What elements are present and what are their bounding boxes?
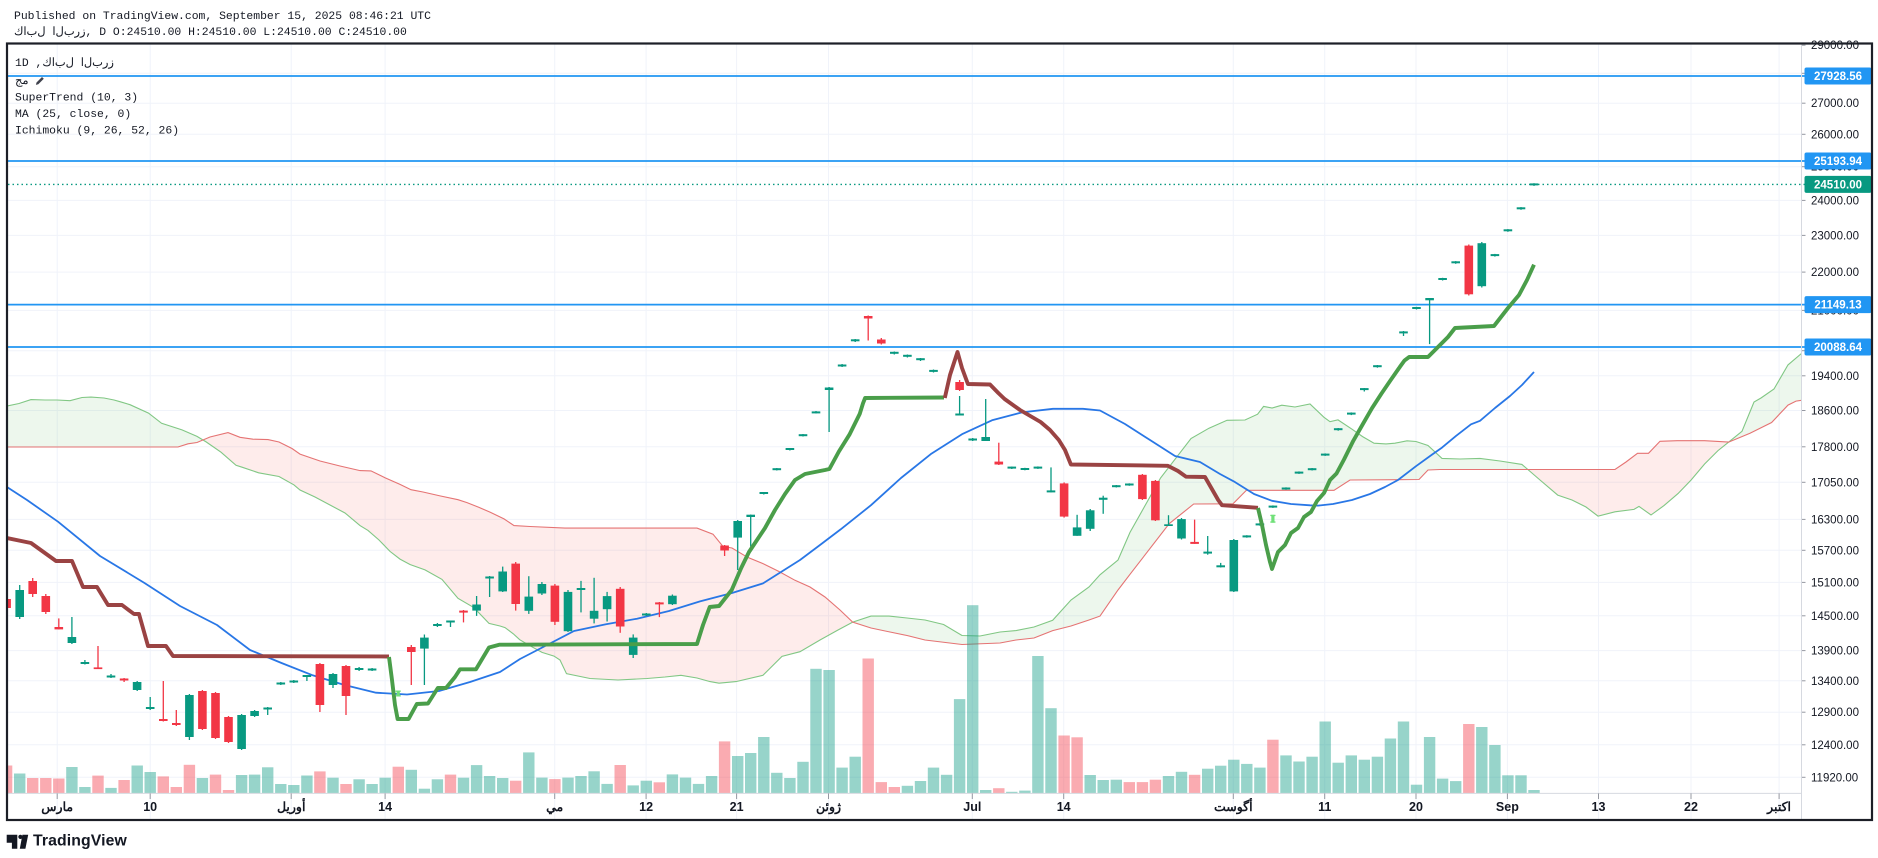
svg-text:26000.00: 26000.00 <box>1811 129 1859 141</box>
svg-text:13900.00: 13900.00 <box>1811 646 1859 658</box>
svg-text:12900.00: 12900.00 <box>1811 707 1859 719</box>
svg-text:14: 14 <box>1057 800 1071 814</box>
svg-text:Sep: Sep <box>1496 800 1519 814</box>
svg-text:18600.00: 18600.00 <box>1811 406 1859 418</box>
svg-text:17800.00: 17800.00 <box>1811 442 1859 454</box>
svg-text:20: 20 <box>1409 800 1423 814</box>
svg-text:مي: مي <box>546 800 563 815</box>
svg-text:اكتبر: اكتبر <box>1766 800 1791 815</box>
svg-text:16300.00: 16300.00 <box>1811 514 1859 526</box>
svg-text:23000.00: 23000.00 <box>1811 230 1859 242</box>
svg-text:10: 10 <box>143 800 157 814</box>
svg-text:11: 11 <box>1318 800 1331 814</box>
svg-text:SuperTrend (10, 3): SuperTrend (10, 3) <box>15 93 138 105</box>
svg-text:29000.00: 29000.00 <box>1811 40 1859 52</box>
svg-text:27000.00: 27000.00 <box>1811 98 1859 110</box>
svg-text:12400.00: 12400.00 <box>1811 740 1859 752</box>
svg-text:24510.00: 24510.00 <box>1814 179 1862 191</box>
svg-text:15100.00: 15100.00 <box>1811 577 1859 589</box>
svg-text:22: 22 <box>1684 800 1698 814</box>
svg-text:11920.00: 11920.00 <box>1811 772 1858 784</box>
svg-text:17050.00: 17050.00 <box>1811 477 1859 489</box>
svg-text:أوريل: أوريل <box>277 798 306 815</box>
svg-text:12: 12 <box>639 800 653 814</box>
svg-text:Published on TradingView.com,: Published on TradingView.com, September … <box>14 11 431 23</box>
svg-text:24000.00: 24000.00 <box>1811 195 1859 207</box>
svg-text:Jul: Jul <box>963 800 981 814</box>
svg-text:أگوست: أگوست <box>1214 798 1253 815</box>
svg-text:13: 13 <box>1592 800 1606 814</box>
svg-text:22000.00: 22000.00 <box>1811 267 1859 279</box>
svg-text:14: 14 <box>378 800 392 814</box>
svg-text:TradingView: TradingView <box>33 832 127 849</box>
svg-text:MA (25, close, 0): MA (25, close, 0) <box>15 109 131 121</box>
svg-text:14500.00: 14500.00 <box>1811 611 1859 623</box>
svg-text:25193.94: 25193.94 <box>1814 156 1863 168</box>
svg-text:مارس: مارس <box>41 800 73 815</box>
svg-text:ژوئن: ژوئن <box>816 800 841 815</box>
svg-text:21149.13: 21149.13 <box>1814 300 1861 312</box>
svg-text:20088.64: 20088.64 <box>1814 342 1863 354</box>
svg-text:Ichimoku (9, 26, 52, 26): Ichimoku (9, 26, 52, 26) <box>15 126 179 138</box>
svg-text:13400.00: 13400.00 <box>1811 676 1859 688</box>
svg-text:مج: مج <box>15 76 28 88</box>
svg-text:1D ,‭ك‌ا‌ب‌ل ا‌ل‌ب‌ر‌ز‬: 1D ,‭ك‌ا‌ب‌ل ا‌ل‌ب‌ر‌ز‬ <box>15 57 114 70</box>
svg-text:19400.00: 19400.00 <box>1811 371 1859 383</box>
svg-text:27928.56: 27928.56 <box>1814 71 1862 83</box>
svg-text:15700.00: 15700.00 <box>1811 545 1859 557</box>
svg-text:‭ك‌ا‌ب‌ل ا‌ل‌ب‌ر‌ز‬, D O:24510: ‭ك‌ا‌ب‌ل ا‌ل‌ب‌ر‌ز‬, D O:24510.00 H:2451… <box>14 26 407 39</box>
svg-text:21: 21 <box>730 800 744 814</box>
